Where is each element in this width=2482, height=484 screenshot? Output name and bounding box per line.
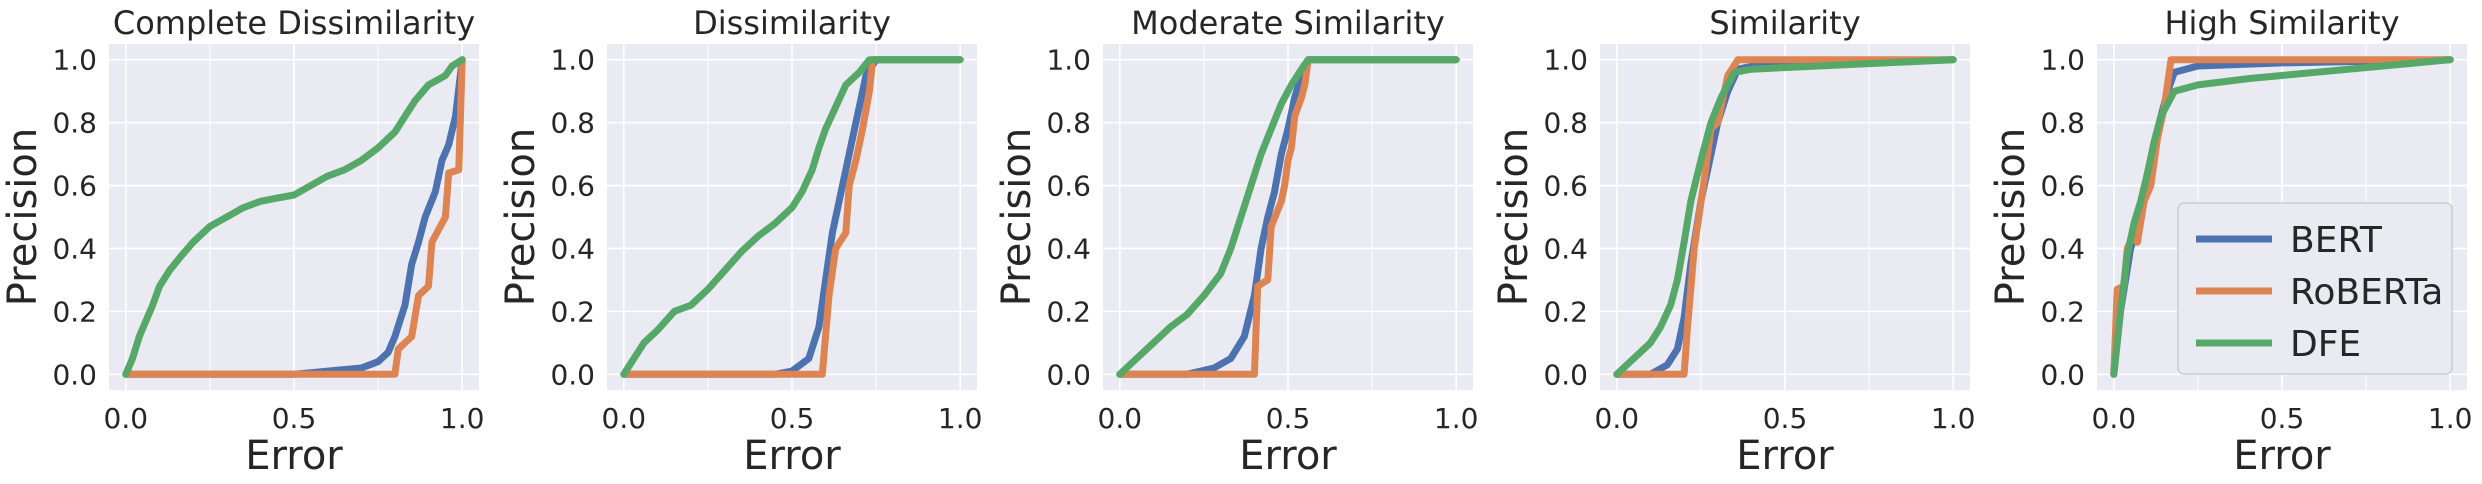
x-tick-label: 0.5 — [1266, 402, 1311, 435]
y-tick-label: 0.4 — [550, 232, 595, 265]
x-tick-label: 0.5 — [770, 402, 815, 435]
x-tick-label: 0.0 — [1595, 402, 1640, 435]
series-line-dfe — [620, 56, 964, 378]
x-tick-label: 0.5 — [1763, 402, 1808, 435]
panel-title: Complete Dissimilarity — [113, 4, 475, 42]
y-tick-label: 0.0 — [1543, 358, 1588, 391]
legend-label-roberta: RoBERTa — [2290, 272, 2443, 313]
x-axis-label: Error — [2233, 433, 2331, 479]
x-tick-label: 0.0 — [2092, 402, 2137, 435]
y-axis-label: Precision — [994, 128, 1040, 306]
chart-panel-5: 0.0 0.2 0.4 0.6 0.8 1.0 0.0 0.5 1.0 High Similari… — [1988, 4, 2472, 479]
y-tick-label: 0.4 — [2040, 232, 2085, 265]
panel-title: Dissimilarity — [693, 4, 891, 42]
chart-panel-4: 0.0 0.2 0.4 0.6 0.8 1.0 0.0 0.5 1.0 Similarity Err… — [1491, 4, 1975, 479]
legend-box — [2177, 202, 2453, 375]
legend-label-bert: BERT — [2290, 220, 2383, 261]
chart-panel-1: 0.0 0.2 0.4 0.6 0.8 1.0 0.0 0.5 1.0 Complete Diss… — [0, 4, 484, 479]
series-line-dfe — [122, 56, 466, 378]
y-tick-label: 0.0 — [550, 358, 595, 391]
panel-title: High Similarity — [2164, 4, 2399, 42]
series-line-roberta — [620, 56, 964, 378]
x-axis-label: Error — [1239, 433, 1337, 479]
y-tick-label: 0.4 — [52, 232, 97, 265]
x-tick-label: 1.0 — [1931, 402, 1976, 435]
y-tick-label: 0.0 — [52, 358, 97, 391]
y-tick-label: 0.6 — [550, 170, 595, 203]
x-axis-label: Error — [245, 433, 343, 479]
series-line-bert — [122, 56, 466, 378]
y-tick-label: 0.2 — [1543, 295, 1588, 328]
y-tick-label: 0.8 — [52, 107, 97, 140]
legend-label-dfe: DFE — [2290, 324, 2361, 365]
y-tick-label: 0.6 — [1543, 170, 1588, 203]
y-tick-label: 0.2 — [1046, 295, 1091, 328]
chart-panel-3: 0.0 0.2 0.4 0.6 0.8 1.0 0.0 0.5 1.0 Moderate Simi… — [994, 4, 1478, 479]
series-line-roberta — [1116, 56, 1460, 378]
y-tick-label: 1.0 — [1543, 44, 1588, 77]
y-tick-label: 1.0 — [1046, 44, 1091, 77]
y-axis-label: Precision — [0, 128, 46, 306]
x-axis-label: Error — [1736, 433, 1834, 479]
y-tick-label: 0.0 — [1046, 358, 1091, 391]
series-line-dfe — [1613, 56, 1957, 378]
x-tick-label: 0.0 — [602, 402, 647, 435]
series-line-dfe — [1116, 56, 1460, 378]
x-tick-label: 0.5 — [2260, 402, 2305, 435]
x-tick-label: 0.0 — [104, 402, 149, 435]
x-tick-label: 1.0 — [1434, 402, 1479, 435]
x-tick-label: 1.0 — [2428, 402, 2473, 435]
y-tick-label: 0.4 — [1543, 232, 1588, 265]
series-line-roberta — [1613, 56, 1957, 378]
y-tick-label: 0.6 — [2040, 170, 2085, 203]
y-tick-label: 0.2 — [550, 295, 595, 328]
y-tick-label: 0.8 — [1543, 107, 1588, 140]
x-axis-label: Error — [743, 433, 841, 479]
legend: BERT RoBERTa DFE — [2177, 202, 2453, 375]
y-tick-label: 0.6 — [1046, 170, 1091, 203]
chart-panel-2: 0.0 0.2 0.4 0.6 0.8 1.0 0.0 0.5 1.0 Dissimilarity… — [498, 4, 982, 479]
y-tick-label: 0.8 — [2040, 107, 2085, 140]
x-tick-label: 1.0 — [938, 402, 983, 435]
panel-title: Moderate Similarity — [1131, 4, 1445, 42]
panel-title: Similarity — [1709, 4, 1860, 42]
x-tick-label: 0.0 — [1098, 402, 1143, 435]
y-tick-label: 1.0 — [52, 44, 97, 77]
y-tick-label: 0.8 — [1046, 107, 1091, 140]
series-line-dfe — [2110, 56, 2454, 378]
y-axis-label: Precision — [498, 128, 544, 306]
y-tick-label: 1.0 — [550, 44, 595, 77]
y-axis-label: Precision — [1988, 128, 2034, 306]
y-tick-label: 1.0 — [2040, 44, 2085, 77]
y-axis-label: Precision — [1491, 128, 1537, 306]
y-tick-label: 0.0 — [2040, 358, 2085, 391]
series-line-bert — [1116, 56, 1460, 378]
y-tick-label: 0.6 — [52, 170, 97, 203]
y-tick-label: 0.8 — [550, 107, 595, 140]
series-line-roberta — [122, 56, 466, 378]
y-tick-label: 0.2 — [52, 295, 97, 328]
y-tick-label: 0.2 — [2040, 295, 2085, 328]
x-tick-label: 0.5 — [272, 402, 317, 435]
y-tick-label: 0.4 — [1046, 232, 1091, 265]
x-tick-label: 1.0 — [440, 402, 485, 435]
